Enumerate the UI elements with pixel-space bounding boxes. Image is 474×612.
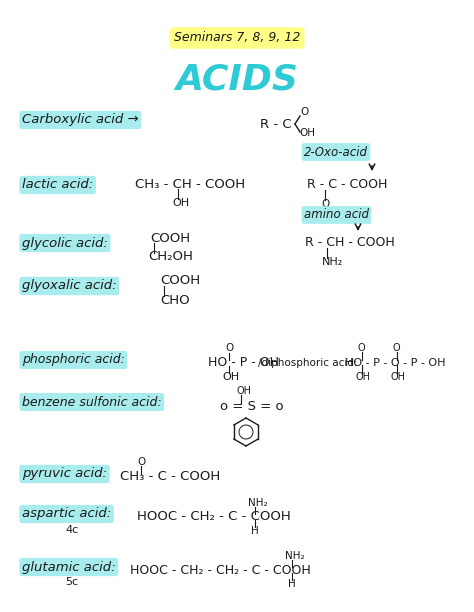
Text: O: O: [321, 199, 329, 209]
Text: O: O: [300, 107, 308, 117]
Text: HO - P - OH: HO - P - OH: [208, 357, 279, 370]
Text: benzene sulfonic acid:: benzene sulfonic acid:: [22, 395, 162, 408]
Text: glyoxalic acid:: glyoxalic acid:: [22, 280, 117, 293]
Text: R - C - COOH: R - C - COOH: [307, 179, 387, 192]
Text: CH₂OH: CH₂OH: [148, 250, 193, 264]
Text: COOH: COOH: [150, 231, 190, 245]
Text: /diphosphoric acid:: /diphosphoric acid:: [258, 358, 357, 368]
Text: OH: OH: [172, 198, 189, 208]
Text: O: O: [225, 343, 233, 353]
Text: HO - P - O - P - OH: HO - P - O - P - OH: [345, 358, 446, 368]
Text: 4c: 4c: [65, 525, 78, 535]
Text: glutamic acid:: glutamic acid:: [22, 561, 116, 573]
Text: o = S = o: o = S = o: [220, 400, 283, 412]
Text: OH: OH: [237, 386, 252, 396]
Text: Seminars 7, 8, 9, 12: Seminars 7, 8, 9, 12: [174, 31, 300, 45]
Text: O: O: [393, 343, 401, 353]
Text: CH₃ - CH - COOH: CH₃ - CH - COOH: [135, 179, 245, 192]
Text: COOH: COOH: [160, 275, 200, 288]
Text: OH: OH: [222, 372, 239, 382]
Text: CHO: CHO: [160, 294, 190, 307]
Text: 2-Oxo-acid: 2-Oxo-acid: [304, 146, 368, 159]
Text: O: O: [137, 457, 145, 467]
Text: Carboxylic acid →: Carboxylic acid →: [22, 113, 138, 127]
Text: OH: OH: [356, 372, 371, 382]
Text: CH₃ - C - COOH: CH₃ - C - COOH: [120, 471, 220, 483]
Text: HOOC - CH₂ - C - COOH: HOOC - CH₂ - C - COOH: [137, 510, 291, 523]
Text: phosphoric acid:: phosphoric acid:: [22, 354, 125, 367]
Text: lactic acid:: lactic acid:: [22, 179, 93, 192]
Text: OH: OH: [391, 372, 406, 382]
Text: amino acid: amino acid: [304, 209, 369, 222]
Text: NH₂: NH₂: [285, 551, 305, 561]
Text: NH₂: NH₂: [248, 498, 268, 508]
Text: O: O: [358, 343, 365, 353]
Text: glycolic acid:: glycolic acid:: [22, 236, 108, 250]
Text: R - C: R - C: [260, 118, 292, 130]
Text: pyruvic acid:: pyruvic acid:: [22, 468, 107, 480]
Text: 5c: 5c: [65, 577, 78, 587]
Text: OH: OH: [299, 128, 315, 138]
Text: H: H: [251, 526, 259, 536]
Text: ACIDS: ACIDS: [175, 63, 299, 97]
Text: NH₂: NH₂: [322, 257, 343, 267]
Text: H: H: [288, 579, 296, 589]
Text: R - CH - COOH: R - CH - COOH: [305, 236, 395, 250]
Text: HOOC - CH₂ - CH₂ - C - COOH: HOOC - CH₂ - CH₂ - C - COOH: [130, 564, 311, 577]
Text: aspartic acid:: aspartic acid:: [22, 507, 111, 520]
